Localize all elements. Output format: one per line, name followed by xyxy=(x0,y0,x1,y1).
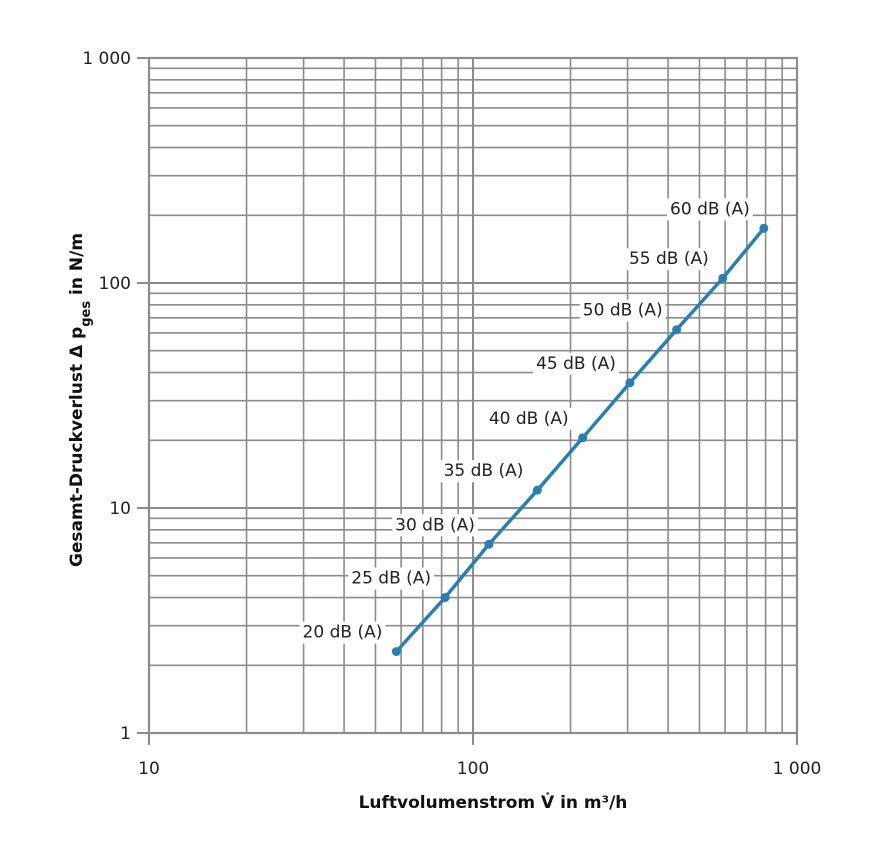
data-point-label-bg xyxy=(299,621,386,644)
data-point xyxy=(532,485,542,495)
point-labels: 20 dB (A) 25 dB (A) 30 dB (A) 35 dB (A) 40 d… xyxy=(299,198,753,644)
data-series xyxy=(391,223,769,657)
data-point xyxy=(484,539,494,549)
data-point-label: 60 dB (A) xyxy=(670,199,750,219)
y-axis-title-main: Gesamt-Druckverlust Δ p xyxy=(67,327,87,567)
data-point-label: 25 dB (A) xyxy=(351,569,431,589)
y-tick-label: 1 xyxy=(120,724,131,744)
data-point-label: 30 dB (A) xyxy=(395,515,475,535)
data-point-label: 45 dB (A) xyxy=(536,354,616,374)
data-point xyxy=(625,378,635,388)
tick-labels: 10 100 1 000 1 10 100 1 000 xyxy=(82,49,821,779)
y-tick-label: 10 xyxy=(109,499,131,519)
x-axis-title: Luftvolumenstrom V̇ in m³/h xyxy=(359,792,628,813)
y-axis-title-tail: in N/m xyxy=(67,233,87,301)
data-point-label-bg xyxy=(440,460,527,483)
data-point-label: 50 dB (A) xyxy=(583,301,663,321)
data-point-label-bg xyxy=(533,352,619,375)
data-point-label: 20 dB (A) xyxy=(303,623,383,643)
x-tick-label: 100 xyxy=(457,759,489,779)
data-point-label: 40 dB (A) xyxy=(489,409,569,429)
data-point-label: 35 dB (A) xyxy=(444,461,524,481)
y-tick-label: 1 000 xyxy=(82,49,131,69)
x-tick-label: 1 000 xyxy=(773,759,822,779)
x-tick-label: 10 xyxy=(138,759,160,779)
data-point xyxy=(440,593,450,603)
data-point-label-bg xyxy=(485,407,572,430)
data-point xyxy=(578,433,588,443)
data-point-label-bg xyxy=(392,514,478,537)
y-tick-label: 100 xyxy=(99,274,131,294)
y-axis-title: Gesamt-Druckverlust Δ pges in N/m xyxy=(67,233,94,567)
data-point xyxy=(672,325,682,335)
data-point xyxy=(391,647,401,657)
data-point xyxy=(718,273,728,283)
data-point-label-bg xyxy=(579,299,666,322)
data-point-label: 55 dB (A) xyxy=(629,249,709,269)
data-point-label-bg xyxy=(348,567,435,590)
y-axis-title-sub: ges xyxy=(79,301,94,327)
grid xyxy=(147,56,799,735)
data-point-label-bg xyxy=(625,248,712,271)
data-point xyxy=(759,223,769,233)
data-point-label-bg xyxy=(667,198,753,221)
